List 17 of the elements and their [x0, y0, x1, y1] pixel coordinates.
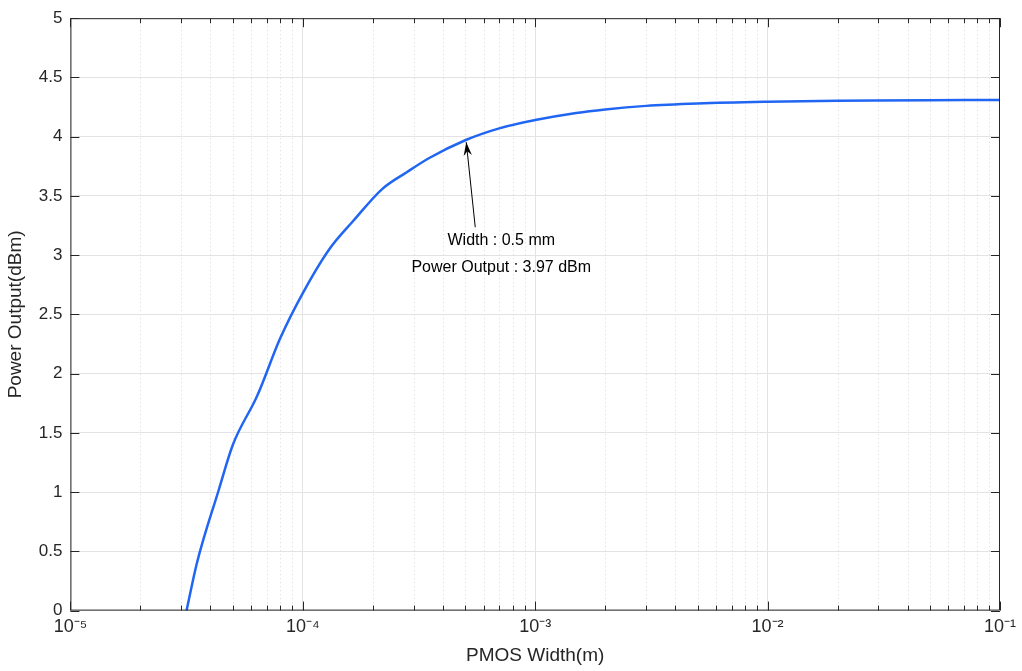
- y-tick-label: 3.5: [38, 185, 63, 205]
- y-axis-title: Power Output(dBm): [3, 230, 25, 399]
- y-tick-label: 2: [52, 363, 63, 383]
- y-tick-label: 5: [52, 7, 63, 27]
- x-axis-title: PMOS Width(m): [466, 643, 605, 665]
- annotation: Width : 0.5 mm Power Output : 3.97 dBm: [411, 230, 592, 275]
- y-tick-label: 4.5: [38, 67, 63, 87]
- x-tick-label: 10⁻³: [519, 616, 552, 637]
- y-tick-label: 1.5: [38, 422, 63, 442]
- y-tick-label: 0.5: [38, 541, 63, 561]
- y-tick-label: 2.5: [38, 304, 63, 324]
- x-tick-label: 10⁻²: [751, 616, 784, 637]
- y-tick-label: 4: [52, 126, 63, 146]
- y-tick-label: 3: [52, 244, 63, 264]
- x-tick-label: 10⁻¹: [983, 616, 1017, 637]
- y-tick-label: 1: [52, 481, 63, 501]
- x-tick-label: 10⁻⁴: [285, 616, 320, 637]
